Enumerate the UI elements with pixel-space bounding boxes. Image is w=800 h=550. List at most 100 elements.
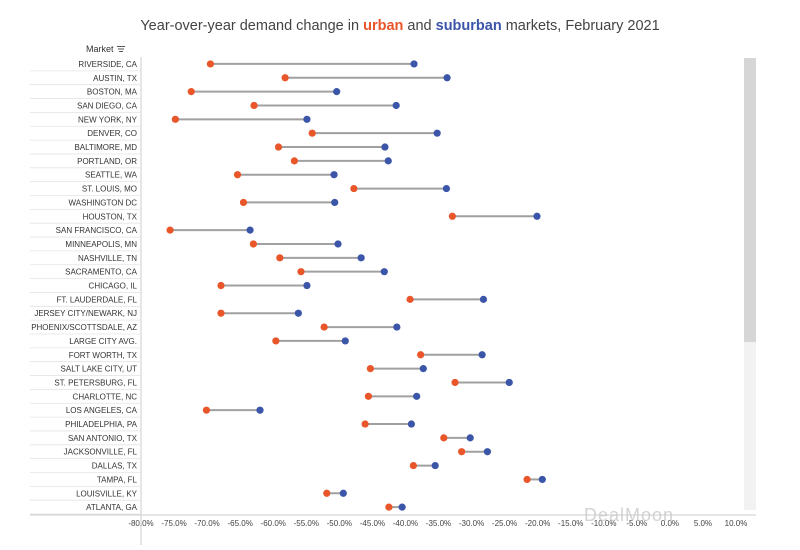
sort-descending-icon[interactable]	[117, 45, 125, 53]
market-label: AUSTIN, TX	[93, 74, 138, 83]
suburban-point	[246, 226, 254, 234]
title-suffix: markets, February 2021	[501, 18, 660, 34]
suburban-point	[303, 115, 311, 123]
urban-point	[448, 212, 456, 220]
watermark-logo: DealMoon	[584, 505, 675, 525]
x-tick-label: -60.0%	[261, 519, 286, 528]
suburban-point	[357, 254, 365, 262]
urban-point	[406, 295, 414, 303]
urban-point	[320, 323, 328, 331]
x-tick-label: -35.0%	[426, 519, 451, 528]
urban-point	[171, 115, 179, 123]
x-tick-label: -65.0%	[227, 519, 252, 528]
market-label: FORT WORTH, TX	[69, 351, 138, 360]
urban-point	[239, 198, 248, 207]
urban-point	[250, 101, 258, 110]
urban-point	[308, 129, 316, 137]
market-label: LARGE CITY AVG.	[69, 337, 137, 346]
market-label: LOUISVILLE, KY	[76, 489, 138, 498]
x-tick-label: 0.0%	[661, 519, 679, 528]
market-label: SAN FRANCISCO, CA	[56, 226, 138, 235]
urban-point	[523, 475, 531, 484]
urban-point	[217, 281, 225, 290]
scrollbar-thumb[interactable]	[744, 58, 756, 342]
suburban-point	[331, 198, 339, 207]
urban-point	[274, 143, 283, 151]
market-label: HOUSTON, TX	[83, 212, 138, 221]
suburban-point	[433, 129, 441, 137]
urban-point	[206, 60, 215, 68]
title-suburban: suburban	[435, 18, 502, 34]
market-label: PHILADELPHIA, PA	[65, 420, 138, 429]
urban-point	[233, 171, 242, 179]
urban-point	[187, 88, 195, 96]
suburban-point	[466, 434, 474, 442]
suburban-point	[380, 268, 388, 276]
urban-point	[166, 226, 174, 234]
urban-point	[202, 406, 211, 414]
market-label: LOS ANGELES, CA	[66, 406, 138, 415]
market-label: TAMPA, FL	[97, 475, 138, 484]
suburban-point	[419, 365, 427, 373]
suburban-point	[431, 461, 439, 470]
market-label: JERSEY CITY/NEWARK, NJ	[34, 309, 137, 318]
urban-point	[290, 157, 298, 165]
suburban-point	[533, 212, 541, 220]
market-label: SAN ANTONIO, TX	[68, 434, 138, 443]
market-label: DENVER, CO	[87, 129, 137, 138]
urban-point	[366, 365, 375, 373]
market-label: WASHINGTON DC	[69, 198, 138, 207]
suburban-point	[538, 475, 546, 484]
market-label: JACKSONVILLE, FL	[64, 448, 138, 457]
urban-point	[323, 489, 331, 497]
urban-point	[451, 378, 459, 387]
x-tick-label: -15.0%	[558, 519, 583, 528]
market-label: PHOENIX/SCOTTSDALE, AZ	[31, 323, 137, 332]
market-label: ATLANTA, GA	[86, 503, 137, 512]
chart-title: Year-over-year demand change in urban an…	[0, 18, 800, 34]
x-tick-label: 10.0%	[725, 519, 748, 528]
market-label: FT. LAUDERDALE, FL	[57, 295, 138, 304]
x-tick-label: -40.0%	[393, 519, 418, 528]
suburban-point	[479, 295, 488, 303]
suburban-point	[333, 88, 341, 96]
x-tick-label: -45.0%	[360, 519, 385, 528]
suburban-point	[334, 240, 342, 248]
market-label: DALLAS, TX	[92, 462, 138, 471]
urban-point	[272, 337, 280, 345]
x-tick-label: -55.0%	[294, 519, 319, 528]
market-label: ST. PETERSBURG, FL	[54, 378, 137, 387]
urban-point	[350, 184, 358, 193]
suburban-point	[410, 60, 418, 68]
x-tick-label: -30.0%	[459, 519, 484, 528]
market-label: SACRAMENTO, CA	[65, 268, 138, 277]
suburban-point	[407, 420, 415, 428]
market-label: SAN DIEGO, CA	[77, 101, 138, 110]
suburban-point	[443, 74, 451, 82]
suburban-point	[381, 143, 389, 151]
urban-point	[249, 240, 257, 248]
urban-point	[281, 74, 289, 82]
x-tick-label: -10.0%	[591, 519, 616, 528]
suburban-point	[294, 309, 302, 317]
x-tick-label: -25.0%	[492, 519, 517, 528]
title-prefix: Year-over-year demand change in	[140, 18, 364, 34]
suburban-point	[392, 101, 400, 110]
suburban-point	[393, 323, 401, 331]
market-label: BOSTON, MA	[87, 88, 138, 97]
market-column-header[interactable]: Market	[86, 44, 114, 54]
suburban-point	[478, 351, 486, 359]
market-label: CHARLOTTE, NC	[73, 392, 138, 401]
market-label: NEW YORK, NY	[78, 115, 138, 124]
suburban-point	[330, 171, 338, 179]
market-label: NASHVILLE, TN	[78, 254, 137, 263]
market-label: MINNEAPOLIS, MN	[65, 240, 137, 249]
x-tick-label: -75.0%	[161, 519, 186, 528]
urban-point	[385, 503, 393, 511]
market-label: RIVERSIDE, CA	[78, 60, 137, 69]
x-tick-label: -70.0%	[194, 519, 219, 528]
suburban-point	[303, 281, 311, 290]
market-label: SEATTLE, WA	[85, 171, 138, 180]
x-tick-label: -5.0%	[626, 519, 647, 528]
